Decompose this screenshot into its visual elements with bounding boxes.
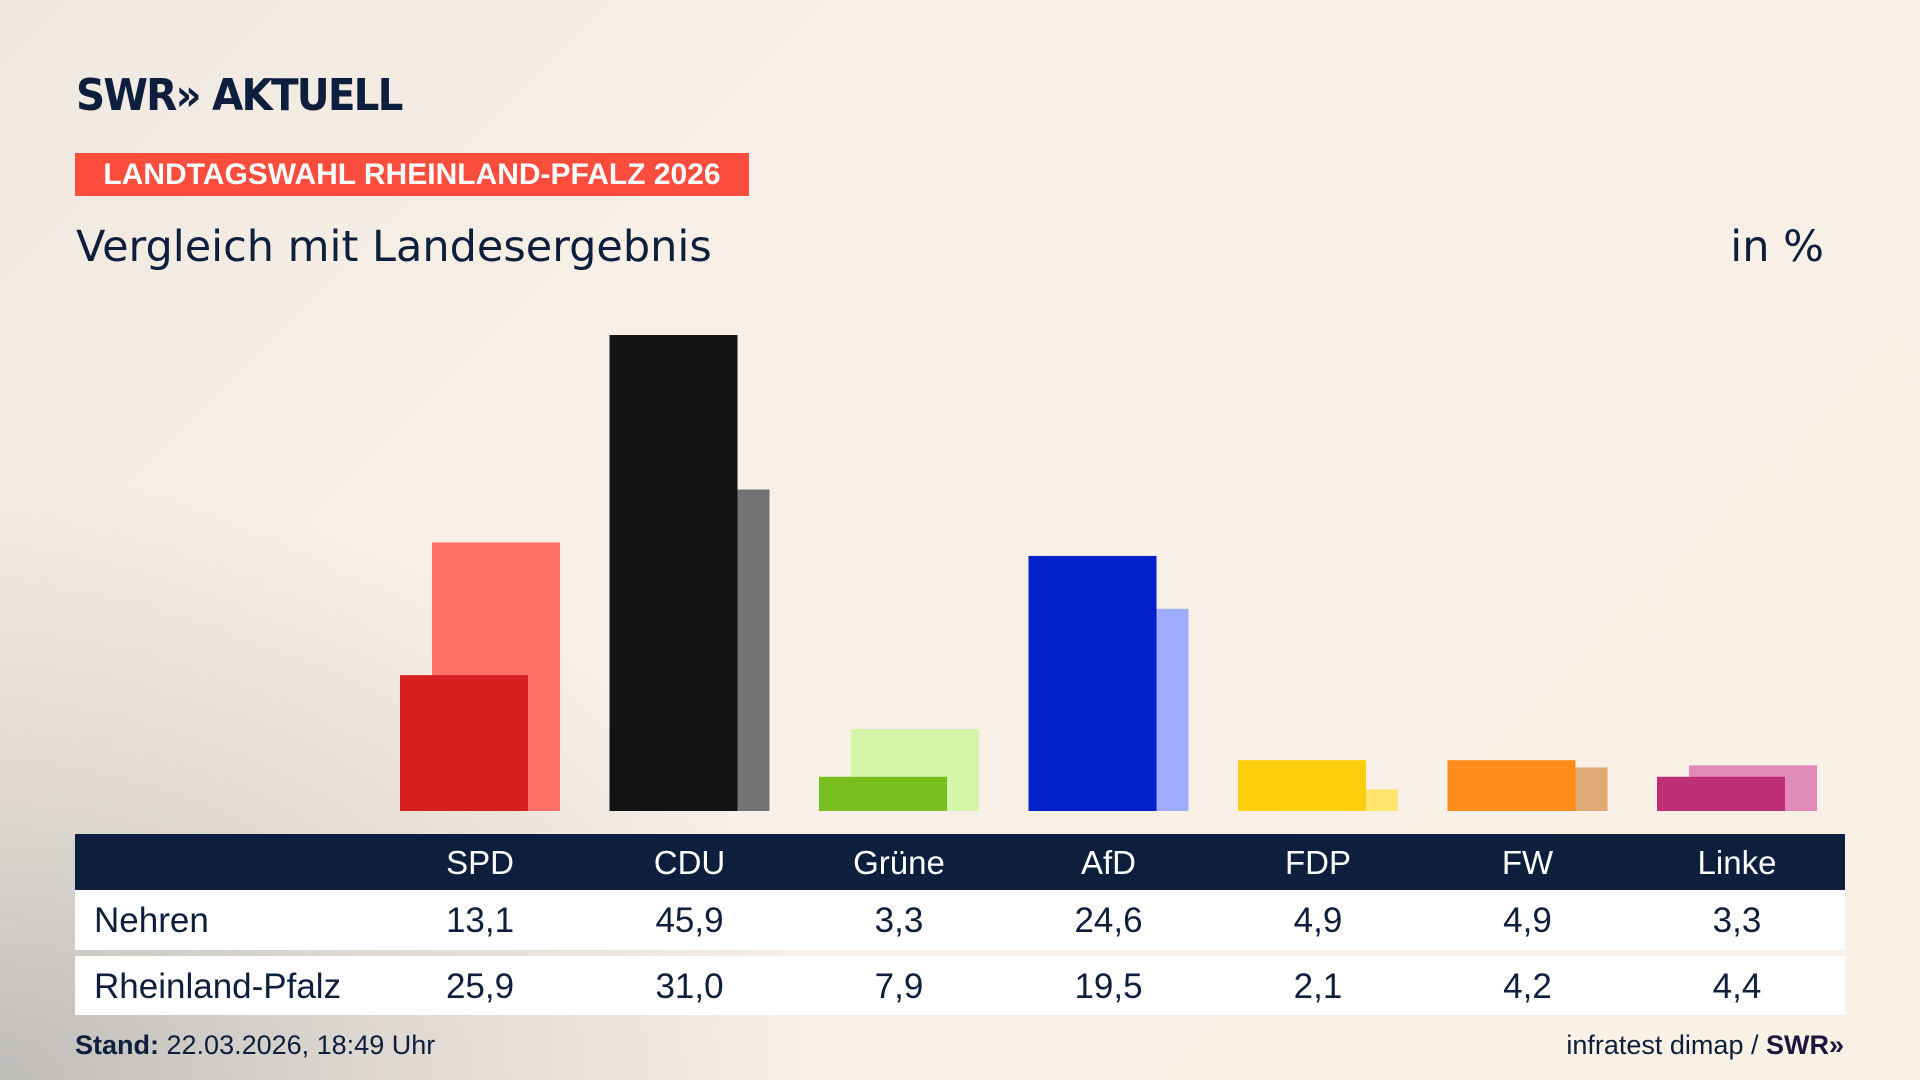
column-header-spd: SPD xyxy=(446,844,514,881)
bar-fdp-nehren xyxy=(1238,760,1366,811)
table-cell: 4,2 xyxy=(1503,967,1552,1006)
table-cell: 13,1 xyxy=(445,901,515,940)
table-cell: 3,3 xyxy=(874,901,924,940)
table-cell: 24,6 xyxy=(1074,901,1143,940)
source-credit: infratest dimap / SWR» xyxy=(1566,1030,1844,1061)
column-header-grüne: Grüne xyxy=(853,844,945,881)
table-cell: 19,5 xyxy=(1074,967,1143,1006)
bar-afd-nehren xyxy=(1028,555,1157,811)
bar-grüne-nehren xyxy=(819,776,947,811)
table-cell: 4,9 xyxy=(1293,901,1343,940)
bar-linke-nehren xyxy=(1657,776,1785,811)
source-text: infratest dimap / xyxy=(1566,1030,1759,1060)
table-row-rheinland-pfalz: Rheinland-Pfalz 25,9 31,0 7,9 19,5 2,1 4,2 4,4 xyxy=(75,956,1845,1015)
stand-value: 22.03.2026, 18:49 Uhr xyxy=(166,1030,436,1060)
column-header-fw: FW xyxy=(1501,844,1554,881)
column-header-linke: Linke xyxy=(1697,844,1777,881)
timestamp: Stand: 22.03.2026, 18:49 Uhr xyxy=(75,1030,435,1061)
swr-logo: SWR» xyxy=(1765,1030,1844,1060)
chart-subtitle: Vergleich mit Landesergebnis xyxy=(76,222,712,272)
table-row-nehren: Nehren 13,1 45,9 3,3 24,6 4,9 4,9 3,3 xyxy=(75,890,1845,950)
table-cell: 31,0 xyxy=(655,967,724,1006)
table-cell: 25,9 xyxy=(445,967,515,1006)
bar-fw-nehren xyxy=(1447,760,1576,811)
bar-cdu-nehren xyxy=(609,335,738,811)
table-cell: 3,3 xyxy=(1712,901,1762,940)
election-banner: LANDTAGSWAHL RHEINLAND-PFALZ 2026 xyxy=(75,153,749,196)
table-cell: 7,9 xyxy=(874,967,924,1006)
column-header-fdp: FDP xyxy=(1285,844,1351,881)
column-header-afd: AfD xyxy=(1080,844,1136,881)
row-label: Rheinland-Pfalz xyxy=(94,967,342,1006)
table-header: SPD CDU Grüne AfD FDP FW Linke xyxy=(75,834,1845,890)
unit-label: in % xyxy=(1730,222,1824,272)
table-cell: 45,9 xyxy=(655,901,724,940)
stand-label: Stand: xyxy=(75,1030,159,1060)
row-label: Nehren xyxy=(94,901,209,940)
swr-aktuell-logo: SWR» AKTUELL xyxy=(76,70,403,121)
bar-spd-nehren xyxy=(400,675,528,811)
table-cell: 4,9 xyxy=(1503,901,1552,940)
column-header-cdu: CDU xyxy=(653,844,726,881)
table-cell: 2,1 xyxy=(1293,967,1343,1006)
table-cell: 4,4 xyxy=(1712,967,1762,1006)
results-table: SPD CDU Grüne AfD FDP FW Linke Nehren 13,1 45,9… xyxy=(75,834,1845,1015)
